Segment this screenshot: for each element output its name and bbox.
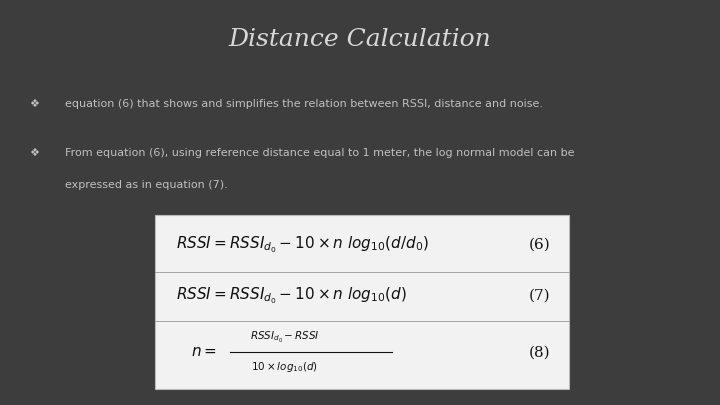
Text: Distance Calculation: Distance Calculation — [229, 28, 491, 51]
Text: $RSSI = RSSI_{d_0} - 10 \times n\ log_{10}(d)$: $RSSI = RSSI_{d_0} - 10 \times n\ log_{1… — [176, 286, 408, 306]
Text: $n =$: $n =$ — [191, 345, 217, 359]
Text: (8): (8) — [529, 345, 551, 359]
Text: (7): (7) — [529, 289, 551, 303]
Text: equation (6) that shows and simplifies the relation between RSSI, distance and n: equation (6) that shows and simplifies t… — [65, 99, 543, 109]
Text: $RSSI_{d_0}-RSSI$: $RSSI_{d_0}-RSSI$ — [250, 330, 319, 345]
Text: ❖: ❖ — [29, 148, 39, 158]
FancyBboxPatch shape — [155, 215, 569, 389]
Text: ❖: ❖ — [29, 99, 39, 109]
Text: (6): (6) — [529, 238, 551, 252]
Text: $10 \times log_{10}(d)$: $10 \times log_{10}(d)$ — [251, 360, 318, 374]
Text: From equation (6), using reference distance equal to 1 meter, the log normal mod: From equation (6), using reference dista… — [65, 148, 575, 158]
Text: expressed as in equation (7).: expressed as in equation (7). — [65, 180, 228, 190]
Text: $RSSI = RSSI_{d_0} - 10 \times n\ log_{10}(d/d_0)$: $RSSI = RSSI_{d_0} - 10 \times n\ log_{1… — [176, 235, 429, 255]
